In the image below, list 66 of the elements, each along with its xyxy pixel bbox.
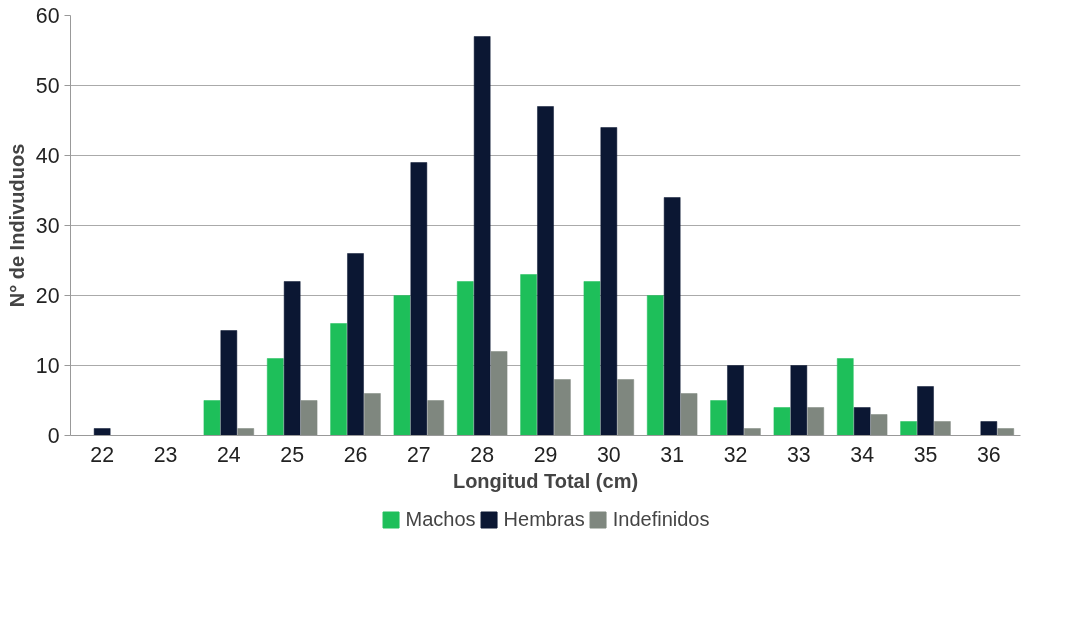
x-tick-label: 34 xyxy=(850,442,875,467)
bar xyxy=(457,281,474,436)
y-axis-title: N° de Indivuduos xyxy=(5,143,28,308)
y-tick-label: 30 xyxy=(35,214,60,238)
y-tick-label: 60 xyxy=(35,4,60,28)
x-axis-title: Longitud Total (cm) xyxy=(452,469,639,492)
y-tick-label: 10 xyxy=(35,354,60,378)
bar xyxy=(537,106,554,436)
x-tick-label: 27 xyxy=(406,442,431,467)
legend-label: Hembras xyxy=(503,507,585,531)
y-tick-label: 40 xyxy=(35,144,60,168)
bar xyxy=(93,428,111,436)
bar xyxy=(520,274,537,436)
bar xyxy=(490,351,508,436)
bar xyxy=(917,386,934,436)
bar xyxy=(220,330,238,436)
bar xyxy=(347,253,364,436)
x-tick-label: 22 xyxy=(90,442,115,467)
bar xyxy=(393,295,411,436)
bar xyxy=(773,407,791,436)
bar xyxy=(680,393,698,436)
y-tick-label: 50 xyxy=(35,74,60,98)
bar xyxy=(837,358,854,436)
bar xyxy=(267,358,284,436)
bar xyxy=(663,197,681,436)
bar xyxy=(300,400,318,436)
bar xyxy=(807,407,824,436)
bar xyxy=(934,421,951,436)
x-tick-label: 25 xyxy=(280,442,305,467)
legend-label: Machos xyxy=(405,507,476,531)
bar xyxy=(710,400,727,436)
bar xyxy=(727,365,744,436)
bar xyxy=(853,407,871,436)
bar xyxy=(647,295,664,436)
legend-label: Indefinidos xyxy=(612,507,710,531)
x-tick-label: 24 xyxy=(216,442,241,467)
bar xyxy=(427,400,444,436)
x-tick-label: 35 xyxy=(913,442,938,467)
y-tick-label: 20 xyxy=(35,284,60,308)
bar xyxy=(900,421,917,436)
bar xyxy=(790,365,808,436)
x-tick-label: 36 xyxy=(976,442,1001,467)
x-tick-label: 32 xyxy=(723,442,748,467)
x-tick-label: 30 xyxy=(596,442,621,467)
bar xyxy=(617,379,634,436)
bar xyxy=(364,393,381,436)
bar xyxy=(997,428,1014,436)
bar xyxy=(330,323,347,436)
bar xyxy=(203,400,221,436)
bar xyxy=(237,428,254,436)
bar xyxy=(980,421,998,436)
x-tick-label: 29 xyxy=(533,442,558,467)
bar xyxy=(283,281,301,436)
bar xyxy=(583,281,601,436)
bar xyxy=(744,428,761,436)
bar xyxy=(870,414,888,436)
bar xyxy=(600,127,618,436)
x-tick-label: 28 xyxy=(470,442,495,467)
bar xyxy=(554,379,571,436)
y-tick-label: 0 xyxy=(47,424,60,448)
x-tick-label: 33 xyxy=(786,442,811,467)
x-tick-label: 26 xyxy=(343,442,368,467)
bar xyxy=(410,162,428,436)
bar xyxy=(473,36,491,436)
x-tick-label: 23 xyxy=(153,442,178,467)
x-tick-label: 31 xyxy=(660,442,685,467)
